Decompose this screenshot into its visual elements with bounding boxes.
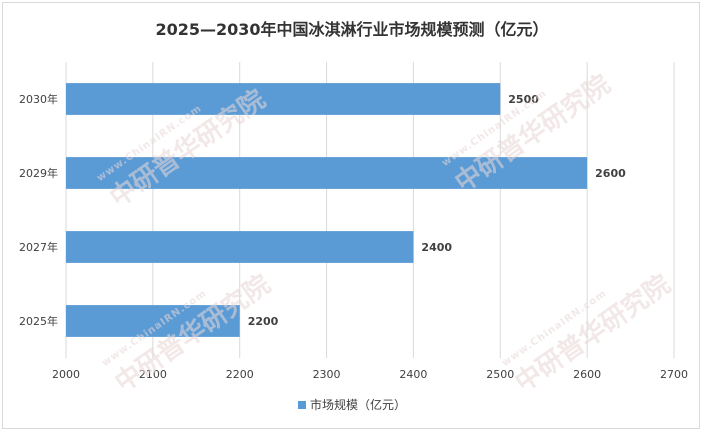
legend: 市场规模（亿元） [0, 396, 704, 413]
x-tick-label: 2500 [486, 368, 514, 381]
bar [66, 83, 501, 115]
y-tick-label: 2030年 [19, 92, 58, 106]
y-tick-label: 2029年 [19, 166, 58, 180]
x-tick-label: 2700 [660, 368, 688, 381]
chart-title: 2025—2030年中国冰淇淋行业市场规模预测（亿元） [155, 20, 549, 39]
data-label: 2200 [248, 315, 279, 328]
x-tick-label: 2600 [573, 368, 601, 381]
bar [66, 157, 588, 189]
data-label: 2400 [421, 241, 452, 254]
data-label: 2500 [508, 93, 539, 106]
bar [66, 305, 240, 337]
bar [66, 231, 414, 263]
x-tick-label: 2100 [139, 368, 167, 381]
data-label: 2600 [595, 167, 626, 180]
y-tick-label: 2027年 [19, 240, 58, 254]
legend-swatch [297, 401, 306, 409]
y-tick-label: 2025年 [19, 314, 58, 328]
x-tick-label: 2400 [399, 368, 427, 381]
chart-frame [2, 2, 700, 429]
x-tick-label: 2200 [226, 368, 254, 381]
x-tick-label: 2000 [52, 368, 80, 381]
x-tick-label: 2300 [313, 368, 341, 381]
legend-label: 市场规模（亿元） [309, 398, 406, 412]
